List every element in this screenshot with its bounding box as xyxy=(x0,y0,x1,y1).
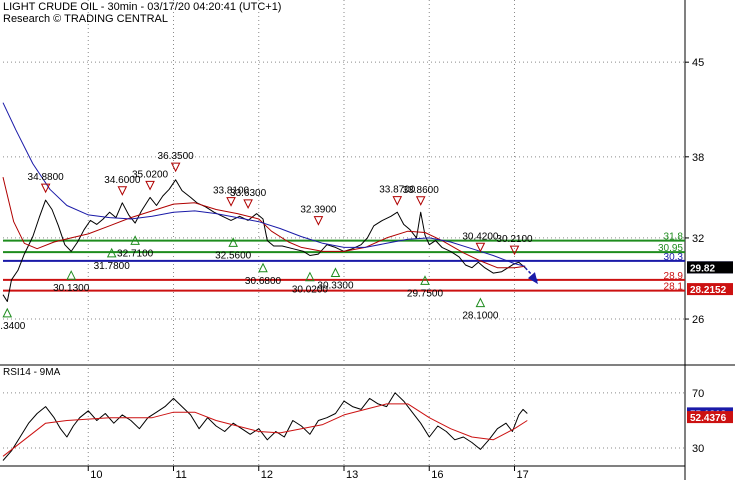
price-tag-box xyxy=(687,283,733,296)
high-marker xyxy=(243,199,253,210)
y-tick-label: 32 xyxy=(692,233,704,245)
turning-point-low: 28.1000 xyxy=(462,297,499,322)
high-marker xyxy=(415,196,426,206)
x-tick-label: 10 xyxy=(90,469,102,480)
low-marker xyxy=(2,307,13,318)
turning-point-low: 30.0200 xyxy=(292,271,329,296)
low-marker xyxy=(258,262,268,273)
high-value-label: 33.8600 xyxy=(403,185,440,196)
turning-point-high: 30.2100 xyxy=(496,234,533,256)
high-marker xyxy=(145,180,155,191)
turning-point-low: 30.1300 xyxy=(53,270,90,294)
rsi-panel-title: RSI14 - 9MA xyxy=(3,367,61,378)
high-marker xyxy=(117,186,128,196)
turning-point-low: 32.5600 xyxy=(215,237,252,261)
high-marker xyxy=(226,197,236,207)
price-tag-box xyxy=(687,261,733,274)
low-value-label: 32.5600 xyxy=(215,250,252,261)
high-marker xyxy=(40,183,51,194)
high-value-label: 33.6300 xyxy=(230,188,267,199)
low-value-label: 30.0200 xyxy=(292,285,329,296)
rsi-tick-label: 30 xyxy=(692,443,704,455)
x-tick-label: 17 xyxy=(517,469,529,480)
chart-title: LIGHT CRUDE OIL - 30min - 03/17/20 04:20… xyxy=(3,1,282,13)
rsi-series-rsi xyxy=(2,392,528,461)
rsi-series-rsi-ma xyxy=(2,403,528,457)
turning-point-high: 34.6000 xyxy=(104,175,141,196)
low-marker xyxy=(330,267,341,278)
high-value-label: 34.8800 xyxy=(28,172,65,183)
high-value-label: 33.8700 xyxy=(379,185,416,196)
high-value-label: 33.8100 xyxy=(213,186,250,197)
turning-point-low: 29.7500 xyxy=(407,275,444,299)
price-tag-label: 29.82 xyxy=(690,263,715,274)
price-tag-box xyxy=(687,411,733,424)
price-series-fast-ma xyxy=(2,176,526,269)
price-tag-label: 52.4376 xyxy=(690,413,727,424)
high-value-label: 36.3500 xyxy=(158,151,195,162)
level-label: 30.3 xyxy=(664,252,684,263)
high-value-label: 35.0200 xyxy=(132,169,169,180)
y-tick-label: 38 xyxy=(692,152,704,164)
price-series-slow-ma xyxy=(2,102,526,267)
low-marker xyxy=(228,237,238,247)
level-label: 30.95 xyxy=(658,243,683,254)
low-value-label: 31.7800 xyxy=(94,261,131,272)
turning-point-low: 30.6800 xyxy=(245,262,282,287)
turning-point-low: 32.7100 xyxy=(117,235,154,259)
level-label: 28.1 xyxy=(664,282,684,293)
low-marker xyxy=(66,270,77,280)
turning-point-high: 33.8700 xyxy=(379,185,416,206)
low-value-label: 30.6800 xyxy=(245,276,282,287)
x-tick-label: 12 xyxy=(261,469,273,480)
turning-point-low: 27.3400 xyxy=(0,307,26,332)
x-tick-label: 11 xyxy=(176,469,187,480)
chart-subtitle: Research © TRADING CENTRAL xyxy=(3,13,168,25)
turning-point-low: 30.3300 xyxy=(317,267,354,292)
turning-point-high: 33.8100 xyxy=(213,186,250,207)
high-marker xyxy=(313,216,324,226)
y-tick-label: 45 xyxy=(692,57,704,69)
price-tag-label: 28.2152 xyxy=(690,285,727,296)
low-marker xyxy=(475,297,486,308)
low-marker xyxy=(130,235,140,245)
rsi-tick-label: 70 xyxy=(692,388,704,400)
high-value-label: 30.2100 xyxy=(496,234,533,245)
forecast-arrow-head xyxy=(527,272,538,285)
low-marker xyxy=(420,275,430,285)
high-marker xyxy=(509,245,520,256)
level-label: 28.9 xyxy=(664,271,684,282)
high-value-label: 34.6000 xyxy=(104,175,141,186)
low-value-label: 27.3400 xyxy=(0,321,26,332)
x-tick-label: 13 xyxy=(346,469,358,480)
high-value-label: 32.3900 xyxy=(300,205,337,216)
high-value-label: 30.4200 xyxy=(462,231,499,242)
low-value-label: 32.7100 xyxy=(117,248,154,259)
turning-point-high: 35.0200 xyxy=(132,169,169,191)
turning-point-high: 32.3900 xyxy=(300,205,337,226)
turning-point-high: 33.6300 xyxy=(230,188,267,210)
low-value-label: 28.1000 xyxy=(462,311,499,322)
low-marker xyxy=(305,271,315,282)
high-marker xyxy=(392,196,403,206)
low-marker xyxy=(106,247,117,258)
high-marker xyxy=(475,242,486,253)
turning-point-high: 33.8600 xyxy=(403,185,440,206)
high-marker xyxy=(170,162,181,173)
y-tick-label: 26 xyxy=(692,314,704,326)
level-label: 31.8 xyxy=(664,232,684,243)
low-value-label: 30.3300 xyxy=(317,281,354,292)
low-value-label: 29.7500 xyxy=(407,288,444,299)
x-tick-label: 16 xyxy=(431,469,443,480)
turning-point-high: 34.8800 xyxy=(28,172,65,194)
turning-point-high: 30.4200 xyxy=(462,231,499,253)
turning-point-high: 36.3500 xyxy=(158,151,195,173)
low-value-label: 30.1300 xyxy=(53,283,90,294)
turning-point-low: 31.7800 xyxy=(94,247,131,272)
